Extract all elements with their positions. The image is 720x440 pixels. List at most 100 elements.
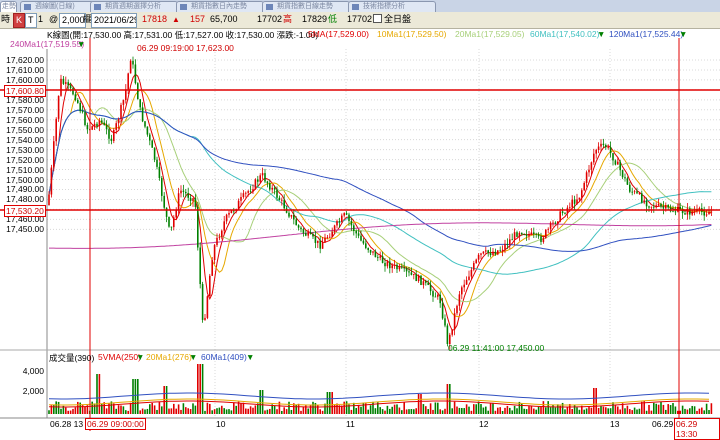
candle-body bbox=[703, 211, 705, 216]
candle-body bbox=[602, 143, 605, 146]
candle-body bbox=[573, 199, 576, 204]
volume-bar bbox=[360, 406, 362, 414]
volume-bar bbox=[470, 410, 473, 414]
hline-top-label[interactable]: 17,600.80 bbox=[4, 85, 46, 97]
candle-body bbox=[509, 239, 511, 245]
high-label: 高 bbox=[283, 14, 293, 24]
candle-body bbox=[60, 78, 62, 96]
volume-bar bbox=[367, 409, 369, 414]
volume-bar bbox=[276, 409, 278, 414]
volume-bar bbox=[161, 406, 163, 414]
volume-bar bbox=[422, 404, 425, 414]
volume-bar bbox=[343, 401, 345, 414]
candle-body bbox=[588, 169, 590, 173]
volume-bar bbox=[182, 403, 185, 414]
volume-bar bbox=[660, 401, 662, 414]
candle-body bbox=[662, 206, 665, 209]
candle-body bbox=[276, 189, 278, 198]
volume-bar bbox=[151, 402, 153, 414]
volume-bar bbox=[429, 403, 432, 414]
volume-bar bbox=[305, 405, 307, 414]
candle-body bbox=[689, 208, 691, 215]
volume-bar bbox=[391, 406, 393, 414]
volume-bar bbox=[377, 402, 379, 414]
candle-body bbox=[679, 207, 681, 210]
candle-body bbox=[444, 318, 446, 326]
candle-body bbox=[619, 161, 621, 171]
volume-bar bbox=[600, 406, 602, 414]
ma10-line bbox=[48, 89, 712, 318]
candle-body bbox=[221, 230, 223, 238]
volume-bar bbox=[554, 407, 557, 414]
full-day-checkbox[interactable]: 全日盤 bbox=[373, 13, 411, 26]
volume-bar bbox=[197, 364, 199, 414]
candle-body bbox=[86, 124, 89, 130]
tab-intraday[interactable]: 期貨指數日內走勢 bbox=[176, 1, 264, 12]
interval-type-field[interactable]: T bbox=[25, 13, 37, 28]
count-input[interactable]: 2,000 bbox=[59, 13, 86, 28]
candle-body bbox=[125, 89, 127, 101]
candle-body bbox=[660, 203, 662, 207]
candle-body bbox=[482, 251, 485, 254]
volume-bar bbox=[187, 408, 189, 414]
candle-body bbox=[485, 250, 487, 252]
candle-body bbox=[355, 231, 357, 234]
kline-button[interactable]: K bbox=[13, 13, 26, 28]
candle-body bbox=[554, 222, 557, 224]
volume-bar bbox=[194, 405, 197, 414]
candle-body bbox=[446, 325, 449, 345]
candle-body bbox=[129, 60, 132, 74]
candle-body bbox=[684, 213, 686, 215]
candle-body bbox=[578, 197, 581, 200]
volume-bar bbox=[213, 409, 216, 414]
tab-weekly[interactable]: 週線圖(日線) bbox=[20, 1, 94, 12]
candle-body bbox=[321, 242, 324, 249]
candle-body bbox=[144, 121, 146, 127]
tab-daily[interactable]: 期貨指數日線走勢 bbox=[262, 1, 350, 12]
volume-bar bbox=[487, 410, 489, 414]
candle-body bbox=[259, 175, 261, 182]
tab-trend[interactable]: 走勢 bbox=[0, 1, 17, 12]
volume-bar bbox=[374, 408, 377, 414]
volume-bar bbox=[125, 410, 127, 414]
tab-futures-period[interactable]: 期貨週期選擇分析 bbox=[90, 1, 178, 12]
volume-bar bbox=[576, 407, 578, 414]
volume-bar bbox=[605, 407, 607, 414]
candle-body bbox=[326, 237, 329, 238]
volume-bar bbox=[677, 410, 679, 414]
volume-bar bbox=[398, 407, 401, 414]
candle-body bbox=[710, 211, 713, 213]
volume-bar bbox=[441, 410, 444, 414]
candle-body bbox=[533, 232, 535, 234]
ma20-legend: 20Ma1(17,529.05) bbox=[455, 29, 525, 39]
period-button[interactable]: 時 bbox=[1, 14, 11, 24]
date-input[interactable]: 2021/06/29 bbox=[91, 13, 137, 28]
volume-bar bbox=[137, 379, 139, 414]
candle-body bbox=[62, 78, 65, 84]
hline-mid-label[interactable]: 17,530.20 bbox=[4, 205, 46, 217]
volume-bar bbox=[206, 402, 209, 414]
volume-bar bbox=[281, 410, 283, 414]
volume-bar bbox=[144, 409, 146, 414]
candle-body bbox=[434, 296, 437, 298]
volume-bar bbox=[621, 403, 624, 414]
cursor-right-time[interactable]: 06.29 13:30 bbox=[674, 418, 720, 440]
last-price: 17818 bbox=[142, 14, 168, 24]
volume-bar bbox=[525, 409, 528, 414]
volume-bar bbox=[350, 409, 353, 414]
cursor-left-time[interactable]: 06.29 09:00:00 bbox=[85, 418, 146, 430]
volume-bar bbox=[528, 406, 530, 414]
volume-bar bbox=[607, 408, 609, 414]
candle-body bbox=[201, 284, 204, 320]
volume-bar bbox=[129, 402, 132, 414]
tab-label: 週線圖(日線) bbox=[35, 3, 75, 10]
candle-body bbox=[708, 212, 710, 215]
price-chart[interactable] bbox=[0, 28, 720, 431]
candle-body bbox=[216, 237, 218, 246]
candle-body bbox=[542, 237, 545, 242]
volume-bar bbox=[81, 405, 84, 414]
candle-body bbox=[283, 199, 285, 209]
ohlc-legend: K線圖(開:17,530.00 高:17,531.00 低:17,527.00 … bbox=[47, 30, 319, 40]
tab-indicator[interactable]: 技術指標分析 bbox=[348, 1, 436, 12]
candle-body bbox=[98, 120, 101, 127]
